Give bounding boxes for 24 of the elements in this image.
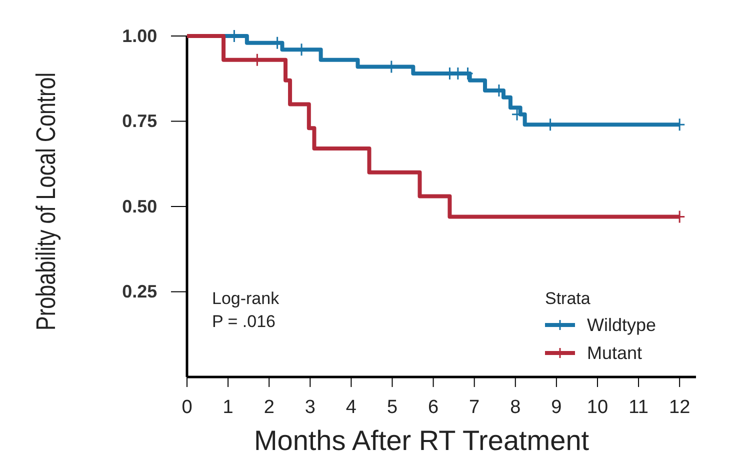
y-tick-label: 0.50 <box>122 196 158 216</box>
y-tick-label: 0.25 <box>122 282 158 302</box>
legend-label: Mutant <box>587 343 642 363</box>
x-tick-label: 9 <box>551 396 562 418</box>
x-tick-label: 11 <box>628 396 648 418</box>
x-tick-label: 0 <box>182 396 192 418</box>
x-axis-title: Months After RT Treatment <box>254 425 590 456</box>
x-tick-label: 12 <box>669 396 690 418</box>
x-tick-label: 2 <box>264 396 274 418</box>
legend-title: Strata <box>545 289 591 308</box>
x-tick-label: 10 <box>586 396 608 418</box>
x-tick-label: 3 <box>304 396 316 418</box>
x-tick-label: 4 <box>346 396 357 418</box>
annotation: P = .016 <box>212 312 276 331</box>
x-tick-label: 5 <box>386 396 398 418</box>
x-tick-label: 1 <box>222 396 234 418</box>
x-tick-label: 8 <box>510 396 521 418</box>
x-tick-label: 7 <box>469 396 480 418</box>
x-tick-label: 6 <box>428 396 439 418</box>
annotation: Log-rank <box>212 289 280 308</box>
y-tick-label: 1.00 <box>122 26 158 46</box>
y-tick-label: 0.75 <box>122 111 158 132</box>
y-axis-title: Probability of Local Control <box>32 72 62 331</box>
legend-label: Wildtype <box>587 315 656 335</box>
